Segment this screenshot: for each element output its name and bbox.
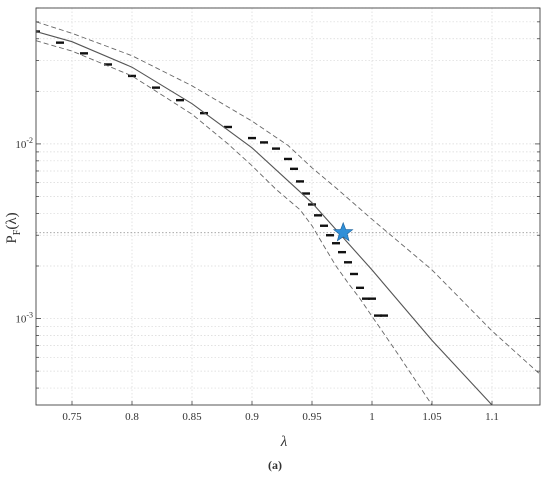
x-tick-label: 0.75 (62, 411, 82, 423)
lower-bound-line (36, 40, 433, 405)
x-tick-label: 1.1 (485, 411, 499, 423)
y-axis-title-main: P (4, 235, 20, 243)
panel-label: (a) (268, 458, 282, 472)
x-tick-label: 0.85 (182, 411, 202, 423)
plot-frame (35, 7, 541, 406)
x-tick-label: 0.8 (125, 411, 139, 423)
svg-text:PF(λ): PF(λ) (4, 212, 23, 243)
x-axis-title: λ (280, 434, 288, 450)
y-axis-title-sub: F (12, 229, 23, 235)
y-ticks: 10-3 10-2 (15, 7, 540, 389)
series-group (36, 21, 540, 405)
x-tick-label: 1.05 (422, 411, 442, 423)
fit-line (36, 30, 493, 405)
x-ticks: 0.75 0.8 0.85 0.9 0.95 1 1.05 1.1 (62, 401, 499, 423)
y-tick-label: 10-3 (15, 311, 33, 326)
y-tick-label: 10-2 (15, 136, 33, 151)
upper-bound-line (36, 21, 540, 375)
y-axis-title: PF(λ) (4, 212, 23, 243)
x-tick-label: 1 (369, 411, 375, 423)
grid (36, 7, 540, 405)
highlight-group (332, 221, 354, 242)
x-tick-label: 0.9 (245, 411, 259, 423)
highlight-star (332, 221, 354, 242)
y-axis-title-arg: (λ) (4, 212, 20, 229)
x-tick-label: 0.95 (302, 411, 322, 423)
